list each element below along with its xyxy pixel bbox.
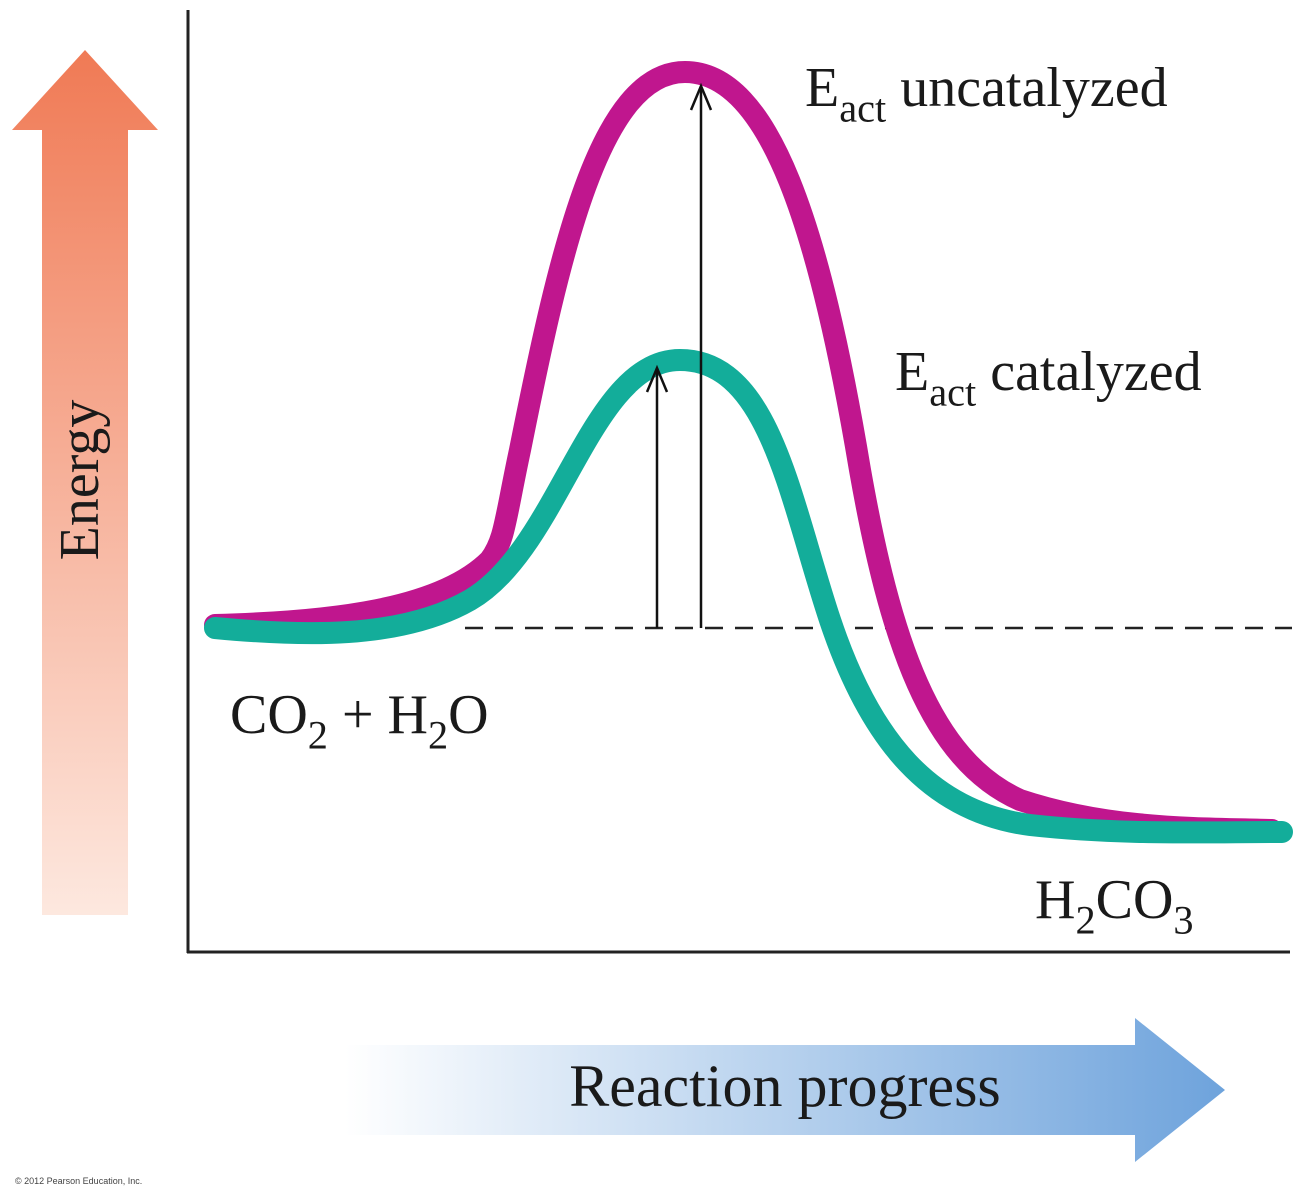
label-text: E — [895, 341, 929, 403]
catalyzed-curve — [204, 348, 1293, 844]
subscript: 2 — [1075, 898, 1095, 943]
uncatalyzed-curve — [204, 60, 1283, 841]
label-text: CO — [230, 684, 308, 746]
activation-arrows — [645, 82, 713, 628]
label-text: + H — [328, 684, 428, 746]
y-axis-label: Energy — [49, 400, 111, 561]
label-text: E — [805, 57, 839, 119]
energy-arrow — [12, 50, 158, 915]
catalyzed-label: Eact catalyzed — [895, 341, 1202, 415]
label-text: H — [1035, 869, 1075, 931]
copyright: © 2012 Pearson Education, Inc. — [15, 1176, 142, 1186]
subscript: 2 — [308, 713, 328, 758]
reactants-label: CO2 + H2O — [230, 684, 489, 758]
x-axis-label: Reaction progress — [569, 1053, 1001, 1119]
uncatalyzed-label: Eact uncatalyzed — [805, 57, 1168, 131]
label-text: uncatalyzed — [886, 57, 1167, 119]
product-label: H2CO3 — [1035, 869, 1194, 943]
subscript: 2 — [428, 713, 448, 758]
progress-arrow — [345, 1018, 1225, 1162]
label-text: catalyzed — [976, 341, 1201, 403]
label-text: CO — [1096, 869, 1174, 931]
subscript: act — [839, 86, 886, 131]
label-text: O — [448, 684, 488, 746]
subscript: 3 — [1173, 898, 1193, 943]
subscript: act — [929, 370, 976, 415]
